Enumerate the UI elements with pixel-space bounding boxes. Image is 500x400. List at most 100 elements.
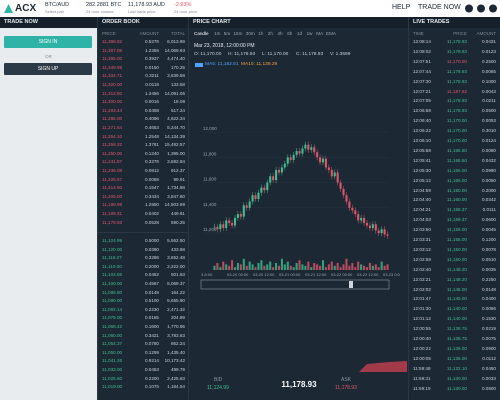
trade-cell: 12:05:58 bbox=[413, 147, 431, 153]
trade-cell: 0.2500 bbox=[481, 58, 496, 64]
chart-tool[interactable]: 15m bbox=[233, 31, 243, 36]
ask-cell: 11,320.00 bbox=[102, 82, 123, 87]
ask-cell: 5,244.70 bbox=[167, 125, 185, 130]
trade-cell: 12:06:40 bbox=[413, 118, 431, 124]
sign-up-button[interactable]: SIGN UP bbox=[4, 63, 92, 75]
candle bbox=[386, 234, 389, 236]
volume-bar bbox=[216, 263, 219, 270]
chart-tool[interactable]: 1d bbox=[296, 31, 303, 36]
ask-cell: 517.24 bbox=[170, 107, 185, 113]
volume-bar bbox=[277, 265, 281, 270]
ask-cell: 11,178.93 bbox=[102, 219, 123, 225]
trade-cell: 12:04:21 bbox=[413, 207, 431, 213]
trade-cell: 12:05:30 bbox=[413, 167, 431, 173]
scrollbar bbox=[200, 279, 390, 290]
bid-cell: 0.3421 bbox=[144, 332, 159, 338]
ask-cell: 11,334.71 bbox=[102, 73, 123, 79]
volume-bar bbox=[222, 261, 225, 270]
column-header: TOTAL bbox=[170, 31, 185, 36]
ask-cell: 4,474.40 bbox=[167, 56, 185, 62]
candle bbox=[277, 169, 281, 173]
trade-cell: 11,132.10 bbox=[446, 365, 467, 371]
ask-cell: 3,847.80 bbox=[167, 193, 185, 199]
bid-cell: 0.9214 bbox=[144, 358, 159, 364]
sign-in-button[interactable]: SIGN IN bbox=[4, 36, 92, 48]
trade-cell: 11,178.93 bbox=[446, 108, 467, 114]
live-trades: LIVE TRADES TIME PRICE AMOUNT 12:08:14 11,17… bbox=[408, 17, 500, 400]
chart-tool[interactable]: EMA bbox=[326, 31, 336, 36]
chart-tool[interactable]: 4h bbox=[277, 31, 283, 36]
trade-cell: 12:06:58 bbox=[413, 108, 431, 114]
candle bbox=[310, 147, 313, 150]
volume-bar bbox=[321, 260, 325, 270]
candle bbox=[222, 224, 225, 229]
trade-cell: 11,145.00 bbox=[446, 296, 467, 302]
pair[interactable]: BTC/AUD bbox=[45, 2, 70, 8]
trade-cell: 11,130.00 bbox=[446, 375, 467, 381]
trade-cell: 12:07:51 bbox=[413, 58, 431, 64]
trade-cell: 12:03:12 bbox=[413, 246, 431, 252]
bid-cell: 11,120.00 bbox=[102, 246, 123, 252]
volume-bar bbox=[263, 265, 266, 270]
ask-cell: 11,189.31 bbox=[102, 211, 123, 216]
volume-bar bbox=[289, 265, 292, 270]
ohlc: H: 11,178.93 bbox=[228, 52, 256, 57]
panel-title: LIVE TRADES bbox=[409, 17, 500, 28]
nav-help[interactable]: HELP bbox=[392, 4, 411, 11]
chart-tool[interactable]: 1m bbox=[214, 31, 221, 36]
ma10: MA10: 11,139.29 bbox=[241, 62, 278, 67]
trade-cell: 0.0112 bbox=[482, 355, 496, 361]
bid-cell: 11,124.99 bbox=[102, 238, 123, 243]
trade-cell: 0.0123 bbox=[481, 48, 496, 54]
panel-title: TRADE NOW bbox=[0, 17, 97, 28]
chart-tool[interactable]: MA bbox=[316, 31, 324, 36]
trade-cell: 12:07:21 bbox=[413, 88, 431, 94]
trade-cell: 0.0043 bbox=[481, 88, 496, 94]
volume-bar bbox=[254, 267, 257, 270]
trade-cell: 0.0078 bbox=[481, 246, 496, 252]
ask-cell: 170.25 bbox=[170, 64, 185, 70]
trade-cell: 12:03:31 bbox=[413, 237, 431, 242]
trade-cell: 0.0148 bbox=[481, 286, 496, 292]
trade-cell: 0.3010 bbox=[481, 128, 496, 134]
trade-cell: 11:59:48 bbox=[413, 365, 431, 371]
trade-cell: 12:06:22 bbox=[413, 128, 431, 134]
ask-cell: 133.58 bbox=[170, 82, 185, 87]
candle bbox=[228, 220, 231, 223]
ask-cell: 0.1240 bbox=[144, 150, 159, 156]
panel-title: ORDER BOOK bbox=[98, 17, 189, 28]
chart-tool[interactable]: Candle bbox=[194, 31, 209, 36]
chart-tool[interactable]: 2h bbox=[267, 31, 273, 36]
ask-cell: 0.0118 bbox=[145, 82, 159, 87]
trade-cell: 12:04:03 bbox=[413, 217, 431, 223]
bid-cell: 5,562.50 bbox=[167, 238, 185, 243]
candle bbox=[236, 214, 239, 218]
candle bbox=[313, 147, 316, 153]
candle bbox=[225, 220, 228, 229]
candle bbox=[316, 152, 319, 158]
trade-cell: 11,155.00 bbox=[446, 237, 467, 242]
volume-bar bbox=[219, 267, 222, 270]
trade-cell: 11,148.20 bbox=[446, 276, 467, 282]
bid-cell: 0.5100 bbox=[144, 298, 159, 304]
volume-bar bbox=[365, 267, 369, 270]
chart-tool[interactable]: 30m bbox=[245, 31, 255, 36]
trade-cell: 11,140.00 bbox=[446, 306, 467, 312]
trade-cell: 0.0080 bbox=[481, 147, 496, 153]
trade-cell: 12:08:02 bbox=[413, 48, 431, 54]
volume-bar bbox=[266, 264, 269, 270]
candle bbox=[295, 151, 298, 155]
chart-tool[interactable]: 6h bbox=[287, 31, 293, 36]
last-price: 11,178.93 bbox=[281, 380, 317, 389]
volume-bar bbox=[257, 263, 260, 270]
ohlc: O: 11,170.00 bbox=[194, 52, 222, 57]
ask-cell: 11,387.05 bbox=[102, 47, 123, 53]
chart-tool[interactable]: 1w bbox=[306, 31, 313, 36]
price-chart: PRICE CHART Mar 23, 2018, 12:00:00 PM MA… bbox=[188, 17, 409, 400]
volume-bar bbox=[377, 267, 380, 270]
nav-trade-now[interactable]: TRADE NOW bbox=[418, 4, 461, 11]
chart-tool[interactable]: 1h bbox=[258, 31, 264, 36]
chart-tool[interactable]: 5m bbox=[223, 31, 231, 36]
y-tick-label: 11,600 bbox=[203, 177, 217, 182]
volume-bar bbox=[295, 263, 298, 270]
